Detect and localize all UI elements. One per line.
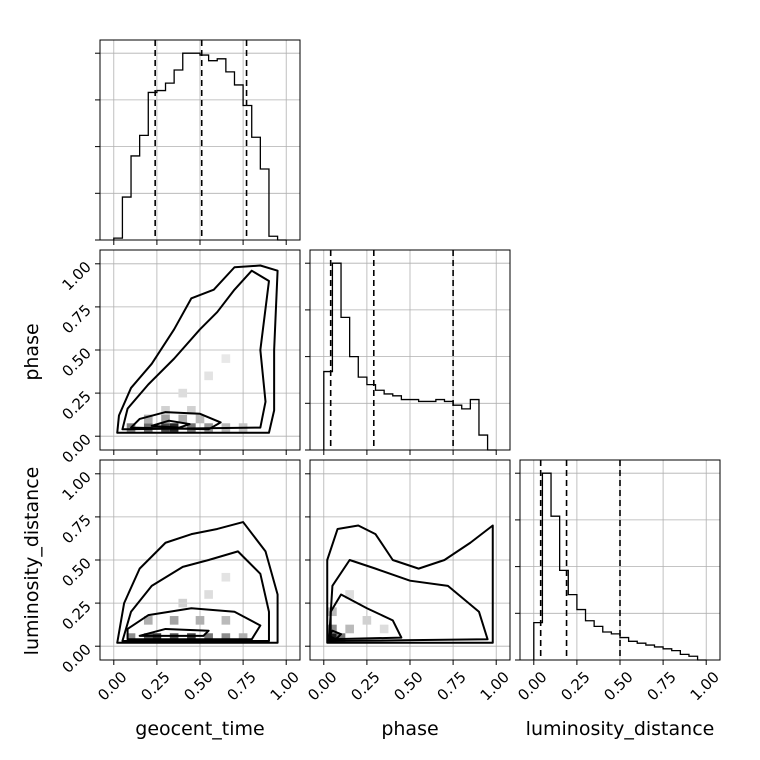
contour-line <box>329 593 403 641</box>
density-cell <box>221 633 231 642</box>
x-tick-label: 0.00 <box>514 668 550 704</box>
panel-frame <box>309 459 511 661</box>
contour-line <box>327 559 489 643</box>
density-cell <box>152 633 162 642</box>
x-tick-label: 0.00 <box>304 668 340 704</box>
x-tick-label: 0.25 <box>137 668 173 704</box>
panel-frame <box>309 249 511 451</box>
y-tick-label: 0.75 <box>58 511 94 547</box>
x-tick-label: 0.75 <box>224 668 260 704</box>
density-cell <box>169 616 179 625</box>
density-cell <box>204 371 213 381</box>
panel-frame <box>99 39 301 241</box>
density-cell <box>204 633 213 642</box>
contour-line <box>121 269 270 431</box>
xlabel-phase: phase <box>381 718 438 740</box>
density-cell <box>362 616 372 625</box>
contour-line <box>327 629 343 641</box>
panel-frame <box>519 459 721 661</box>
density-cell <box>221 354 231 363</box>
contour-line <box>130 411 222 431</box>
xlabel-geocent-time: geocent_time <box>135 718 264 740</box>
histogram-phase <box>305 249 511 455</box>
density-cell <box>345 624 354 634</box>
xlabel-luminosity-distance: luminosity_distance <box>526 718 715 740</box>
histogram-geocent-time <box>95 39 301 245</box>
x-tick-label: 1.00 <box>267 668 303 704</box>
panel-frame <box>99 459 301 661</box>
density-cell <box>204 590 213 599</box>
joint-phase-luminosity-distance: 0.00 0.25 0.50 0.75 1.00 <box>304 459 513 704</box>
contour-line <box>121 550 270 643</box>
y-tick-label: 0.50 <box>58 344 94 380</box>
density-cell <box>221 572 231 582</box>
density-cell <box>143 633 153 642</box>
x-tick-label: 0.50 <box>180 668 216 704</box>
ylabel-phase: phase <box>21 323 43 380</box>
y-tick-label: 0.00 <box>58 640 94 676</box>
x-tick-label: 0.25 <box>557 668 593 704</box>
density-cell <box>238 633 248 642</box>
x-tick-label: 1.00 <box>477 668 513 704</box>
x-tick-label: 1.00 <box>687 668 723 704</box>
density-cell <box>161 406 170 415</box>
contour-line <box>116 521 279 644</box>
density-cell <box>187 633 196 642</box>
density-cell <box>169 633 179 642</box>
x-tick-label: 0.50 <box>390 668 426 704</box>
y-tick-label: 1.00 <box>58 468 94 504</box>
density-cell <box>178 414 188 424</box>
y-tick-label: 0.00 <box>58 430 94 466</box>
density-cell <box>161 414 170 424</box>
y-tick-label: 0.50 <box>58 554 94 590</box>
contour-line <box>116 264 279 434</box>
density-cell <box>178 388 188 398</box>
panel-frame <box>99 249 301 451</box>
x-tick-label: 0.00 <box>94 668 130 704</box>
contour-line <box>126 607 262 641</box>
joint-geocent-time-luminosity-distance: 0.00 0.25 0.50 0.75 1.000.000.250.500.751.00 <box>58 459 303 704</box>
x-tick-label: 0.50 <box>600 668 636 704</box>
density-cell <box>143 414 153 424</box>
density-cell <box>195 414 205 424</box>
joint-geocent-time-phase: 0.00 0.25 0.50 0.75 1.00 <box>58 249 301 467</box>
x-tick-label: 0.25 <box>347 668 383 704</box>
ylabel-luminosity-distance: luminosity_distance <box>21 467 43 656</box>
density-cell <box>379 624 389 634</box>
contour-line <box>150 419 191 429</box>
y-tick-label: 0.25 <box>58 597 94 633</box>
density-cell <box>328 607 337 617</box>
contour-line <box>326 524 494 644</box>
contour-line <box>138 627 210 637</box>
y-tick-label: 0.75 <box>58 301 94 337</box>
density-cell <box>345 590 354 599</box>
x-tick-label: 0.75 <box>644 668 680 704</box>
density-cell <box>195 616 205 625</box>
histogram-steps <box>323 262 497 451</box>
x-tick-label: 0.75 <box>434 668 470 704</box>
density-cell <box>126 633 136 642</box>
density-cell <box>143 616 153 625</box>
histogram-luminosity-distance: 0.00 0.25 0.50 0.75 1.00 <box>514 459 723 704</box>
histogram-steps <box>113 52 287 241</box>
y-tick-label: 1.00 <box>58 258 94 294</box>
density-cell <box>187 406 196 415</box>
y-tick-label: 0.25 <box>58 387 94 423</box>
density-cell <box>336 633 346 642</box>
density-cell <box>221 616 231 625</box>
density-cell <box>328 624 337 634</box>
density-cell <box>178 598 188 608</box>
